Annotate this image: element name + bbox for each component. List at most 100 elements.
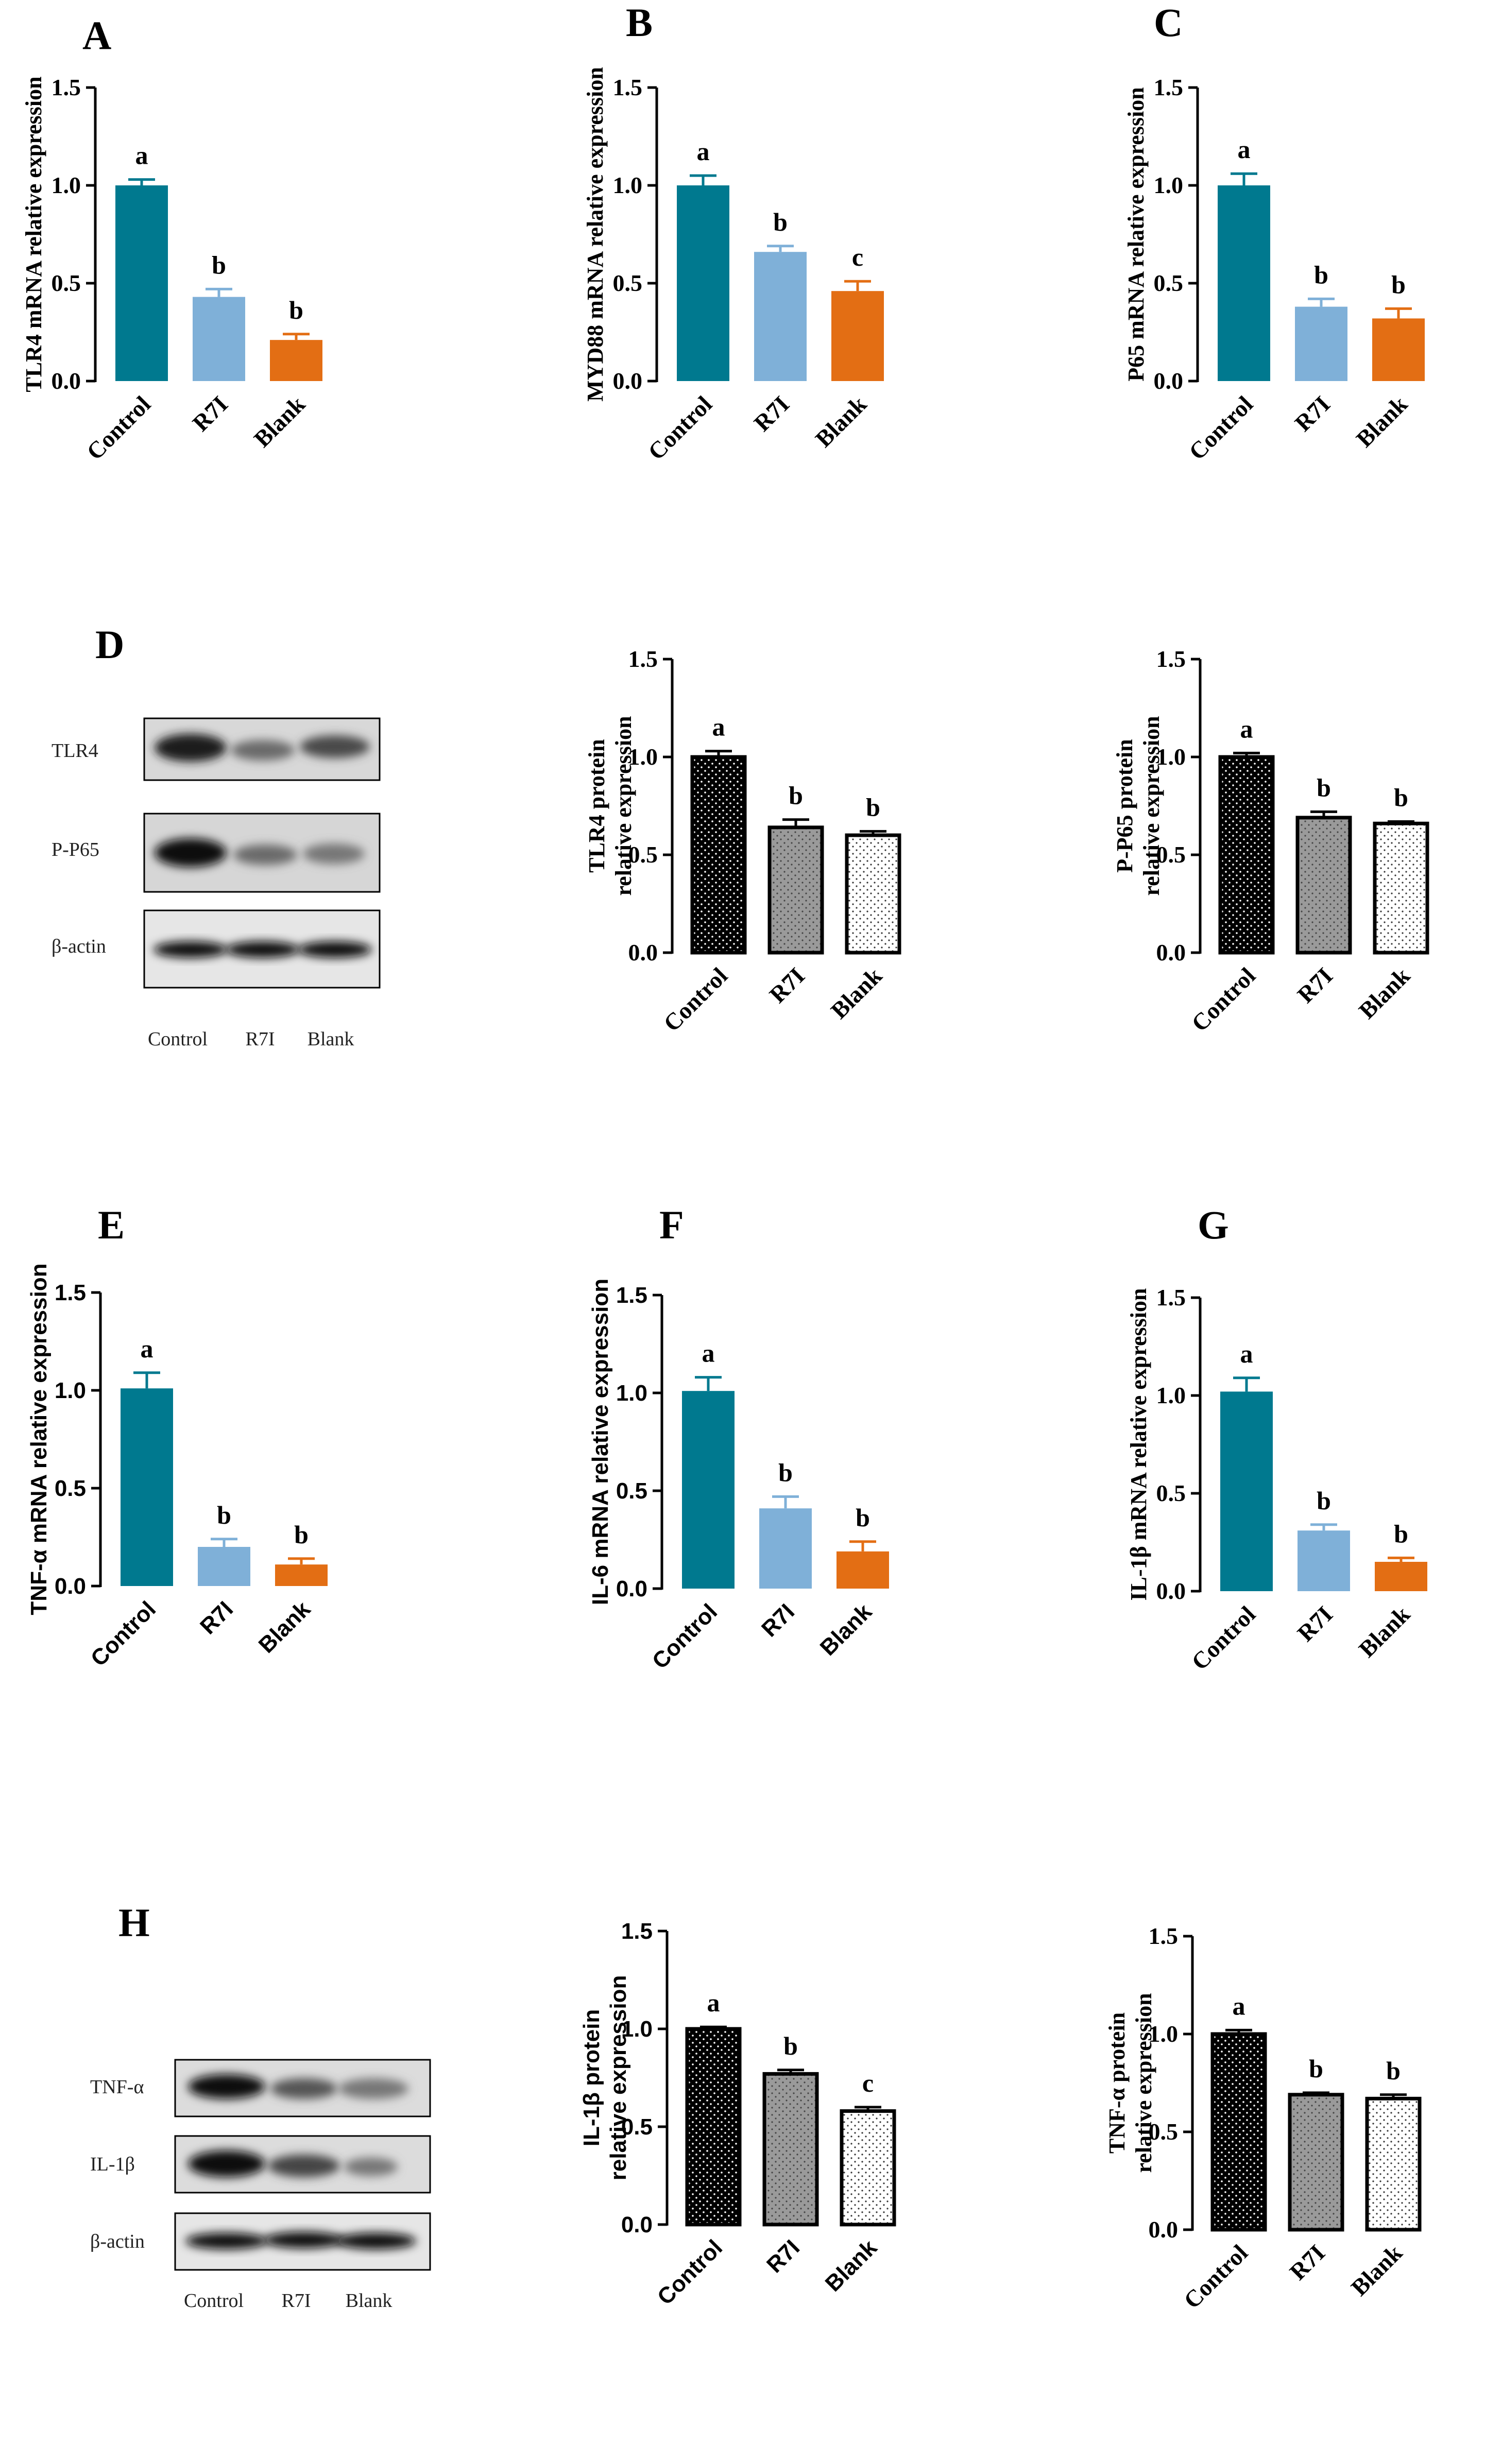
panel-letter-h: H — [118, 1900, 150, 1945]
x-tick-label: R7I — [762, 2235, 805, 2278]
y-axis-label: TNF-α mRNA relative expression — [26, 1263, 52, 1615]
chart-panel-d-tlr4: 0.0 0.5 1.0 1.5 TLR4 protein relative express… — [577, 628, 968, 1092]
y-tick-label: 0.5 — [52, 270, 81, 296]
bar-blank — [1372, 318, 1425, 381]
y-axis-label: TLR4 protein — [584, 739, 609, 873]
significance-letter: b — [1394, 783, 1408, 812]
x-tick-label: R7I — [195, 1596, 238, 1639]
y-tick-label: 1.0 — [613, 172, 643, 198]
blot-label-actin: β-actin — [52, 936, 106, 957]
bar-r7i — [762, 2072, 819, 2227]
x-tick-label: Blank — [1354, 1601, 1415, 1663]
x-tick-label: R7I — [1292, 1601, 1338, 1646]
y-axis-label: TLR4 mRNA relative expression — [21, 76, 46, 392]
y-tick-label: 0.0 — [1149, 2216, 1179, 2243]
x-tick-label: Blank — [810, 391, 872, 453]
panel-letter-b: B — [626, 0, 653, 45]
band-actin-h-control — [185, 2233, 268, 2249]
panel-letter-c: C — [1154, 0, 1183, 45]
band-tlr4-control — [155, 734, 227, 762]
y-tick-label: 1.0 — [52, 172, 81, 198]
y-tick-label: 0.5 — [628, 841, 658, 868]
bar-control — [121, 1388, 173, 1586]
significance-letter: b — [773, 208, 788, 236]
y-tick-label: 0.0 — [613, 368, 643, 394]
y-axis-label: MYD88 mRNA relative expression — [583, 67, 608, 402]
panel-letter-d: D — [95, 622, 124, 667]
x-tick-label: R7I — [764, 962, 810, 1008]
y-axis-label: P65 mRNA relative expression — [1123, 87, 1149, 382]
y-tick-label: 1.0 — [616, 1381, 647, 1406]
y-tick-label: 0.0 — [1154, 368, 1184, 394]
y-axis-label: relative expression — [1131, 1993, 1156, 2173]
significance-letter: a — [697, 137, 710, 166]
band-pp65-r7i — [233, 845, 297, 865]
significance-letter: b — [212, 250, 226, 279]
bar-r7i — [1295, 816, 1352, 955]
bar-control — [115, 185, 168, 381]
y-tick-label: 0.5 — [616, 1478, 647, 1504]
significance-letter: a — [1240, 714, 1253, 743]
y-tick-label: 0.0 — [1156, 1578, 1186, 1604]
band-il1b-r7i — [268, 2155, 340, 2177]
x-tick-label: Blank — [1346, 2239, 1408, 2301]
bar-control — [1218, 755, 1275, 955]
bar-control — [1210, 2032, 1267, 2232]
bar-control — [685, 2027, 742, 2227]
y-tick-label: 1.5 — [621, 1919, 653, 1944]
band-actin-blank — [298, 941, 372, 958]
x-tick-label: Blank — [826, 962, 887, 1024]
bar-blank — [840, 2109, 896, 2227]
x-tick-label: R7I — [757, 1599, 799, 1642]
bar-blank — [845, 833, 901, 955]
lane-label-h-r7i: R7I — [282, 2290, 311, 2312]
bar-blank — [1373, 821, 1429, 955]
x-tick-label: Control — [1186, 1601, 1260, 1675]
lane-label-h-blank: Blank — [346, 2290, 392, 2312]
y-tick-label: 0.0 — [621, 2212, 653, 2237]
y-tick-label: 0.0 — [616, 1576, 647, 1601]
y-tick-label: 1.5 — [613, 74, 643, 100]
significance-letter: a — [702, 1339, 715, 1368]
x-tick-label: R7I — [1285, 2239, 1330, 2285]
blot-label-il1b: IL-1β — [90, 2153, 135, 2175]
y-tick-label: 0.5 — [1156, 1480, 1186, 1506]
chart-panel-a: 0.0 0.5 1.0 1.5 TLR4 mRNA relative expressio… — [0, 57, 391, 520]
band-tlr4-r7i — [231, 740, 295, 761]
chart-d2-svg: 0.0 0.5 1.0 1.5 P-P65 protein relative expres… — [1112, 646, 1429, 1037]
y-tick-label: 0.5 — [613, 270, 643, 296]
significance-letter: a — [1240, 1339, 1253, 1368]
bar-blank — [275, 1564, 328, 1586]
y-tick-label: 1.0 — [1156, 744, 1186, 770]
significance-letter: b — [1317, 1486, 1331, 1515]
y-tick-label: 1.0 — [1156, 1382, 1186, 1408]
bar-r7i — [754, 252, 807, 381]
y-axis-label: relative expression — [1139, 716, 1164, 895]
blot-label-tnfa: TNF-α — [90, 2076, 144, 2098]
significance-letter: b — [778, 1458, 793, 1487]
y-tick-label: 1.5 — [52, 74, 81, 100]
bar-control — [690, 755, 747, 955]
panel-letter-g: G — [1198, 1202, 1229, 1247]
significance-letter: b — [1394, 1519, 1408, 1548]
significance-letter: c — [852, 243, 863, 271]
band-tnfa-control — [188, 2074, 265, 2099]
significance-letter: b — [1317, 773, 1331, 802]
significance-letter: c — [862, 2069, 874, 2097]
y-tick-label: 1.0 — [55, 1378, 86, 1403]
band-actin-h-blank — [336, 2233, 416, 2249]
x-tick-label: Control — [643, 391, 717, 465]
y-tick-label: 0.5 — [1156, 841, 1186, 868]
x-tick-label: R7I — [1290, 391, 1335, 436]
x-tick-label: R7I — [187, 391, 233, 436]
significance-letter: b — [294, 1520, 309, 1549]
chart-panel-g: 0.0 0.5 1.0 1.5 IL-1β mRNA relative expressi… — [1105, 1267, 1496, 1730]
significance-letter: a — [707, 1988, 720, 2017]
band-tnfa-blank — [338, 2078, 408, 2099]
chart-panel-f: 0.0 0.5 1.0 1.5 IL-6 mRNA relative expressio… — [567, 1264, 958, 1728]
significance-letter: b — [1386, 2056, 1401, 2085]
y-tick-label: 0.5 — [1154, 270, 1184, 296]
significance-letter: a — [1233, 1991, 1245, 2020]
